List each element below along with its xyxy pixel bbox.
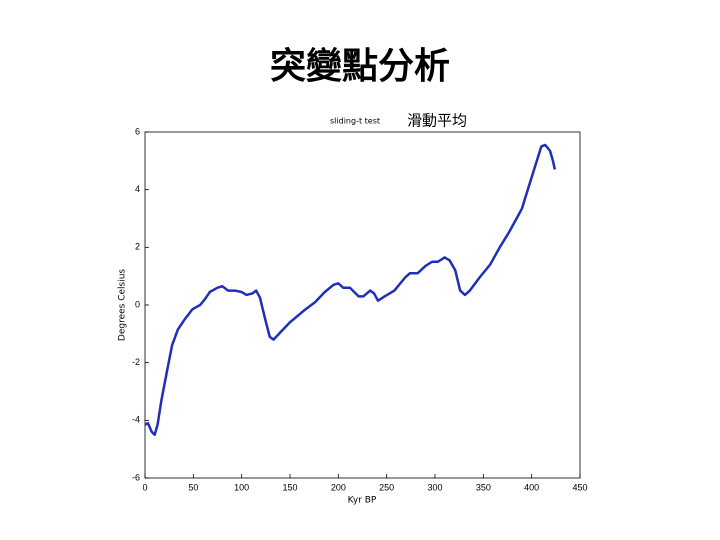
x-tick-label: 0 xyxy=(142,482,147,492)
y-tick-label: -6 xyxy=(132,472,140,482)
line-series xyxy=(144,143,557,436)
y-tick-label: 0 xyxy=(135,299,140,309)
x-tick-label: 400 xyxy=(524,482,539,492)
x-tick-label: 150 xyxy=(282,482,297,492)
y-tick-label: 4 xyxy=(135,184,140,194)
annotation: 滑動平均 xyxy=(407,112,467,130)
x-tick-label: 100 xyxy=(234,482,249,492)
y-tick-label: -2 xyxy=(132,357,140,367)
chart-subtitle: sliding-t test xyxy=(330,117,380,126)
x-tick-label: 300 xyxy=(427,482,442,492)
x-tick-label: 200 xyxy=(331,482,346,492)
y-tick-label: -4 xyxy=(132,415,140,425)
x-tick-label: 450 xyxy=(572,482,587,492)
y-tick-label: 2 xyxy=(135,242,140,252)
plot-frame xyxy=(144,131,581,479)
x-tick-label: 250 xyxy=(379,482,394,492)
x-axis-label: Kyr BP xyxy=(348,496,377,506)
x-tick-label: 350 xyxy=(476,482,491,492)
chart-title: 突變點分析 xyxy=(270,46,450,87)
y-axis-label: Degrees Celsius xyxy=(118,269,128,342)
x-tick-label: 50 xyxy=(188,482,198,492)
y-tick-label: 6 xyxy=(135,126,140,136)
